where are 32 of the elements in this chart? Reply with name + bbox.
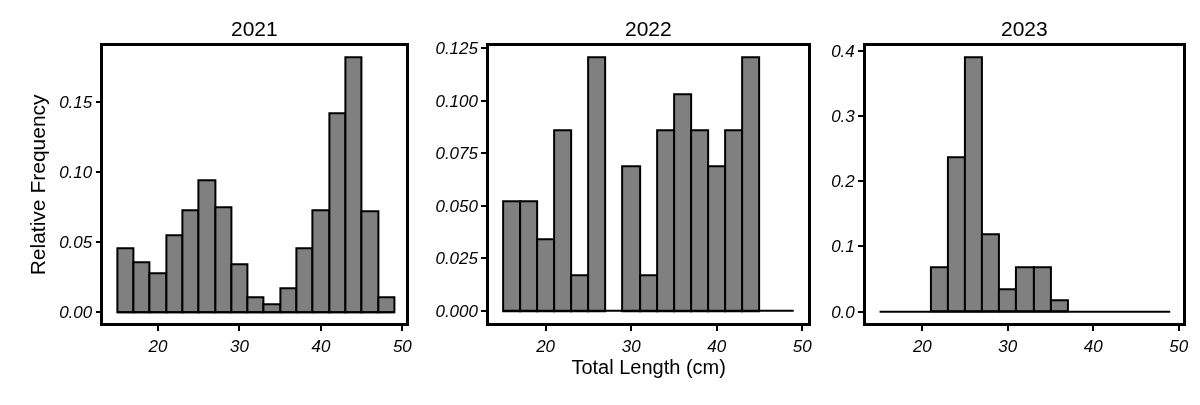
x-tick-label: 30 xyxy=(998,336,1018,356)
y-tick-label: 0.000 xyxy=(435,301,479,321)
x-tick-label: 50 xyxy=(392,336,413,356)
x-tick-label: 20 xyxy=(535,336,556,356)
chart-title: 2022 xyxy=(625,17,672,40)
y-tick-label: 0.125 xyxy=(435,39,479,59)
x-tick-label: 40 xyxy=(311,336,331,356)
y-tick-label: 0.4 xyxy=(831,41,855,61)
y-tick-label: 0.025 xyxy=(435,249,479,269)
y-tick-label: 0.050 xyxy=(435,196,479,216)
y-tick-label: 0.100 xyxy=(435,91,479,111)
x-tick-label: 50 xyxy=(792,336,813,356)
y-tick-label: 0.3 xyxy=(831,107,856,127)
y-tick-label: 0.1 xyxy=(831,237,855,257)
x-tick-label: 40 xyxy=(707,336,727,356)
x-tick-label: 40 xyxy=(1083,336,1104,356)
x-tick-label: 50 xyxy=(1169,336,1189,356)
y-axis-title: Relative Frequency xyxy=(26,93,50,276)
y-tick-label: 0.0 xyxy=(831,302,856,322)
y-tick-label: 0.075 xyxy=(435,144,479,164)
y-tick-label: 0.15 xyxy=(59,93,93,113)
x-tick-label: 30 xyxy=(229,336,250,356)
y-tick-label: 0.10 xyxy=(59,163,93,183)
y-tick-label: 0.2 xyxy=(831,172,856,192)
x-axis-title: Total Length (cm) xyxy=(571,356,726,379)
y-tick-label: 0.00 xyxy=(59,303,93,323)
chart-title: 2021 xyxy=(231,17,278,40)
y-tick-label: 0.05 xyxy=(59,233,93,253)
chart-title: 2023 xyxy=(1001,17,1048,40)
x-tick-label: 20 xyxy=(911,336,933,356)
x-tick-label: 30 xyxy=(621,336,642,356)
x-tick-label: 20 xyxy=(147,336,168,356)
